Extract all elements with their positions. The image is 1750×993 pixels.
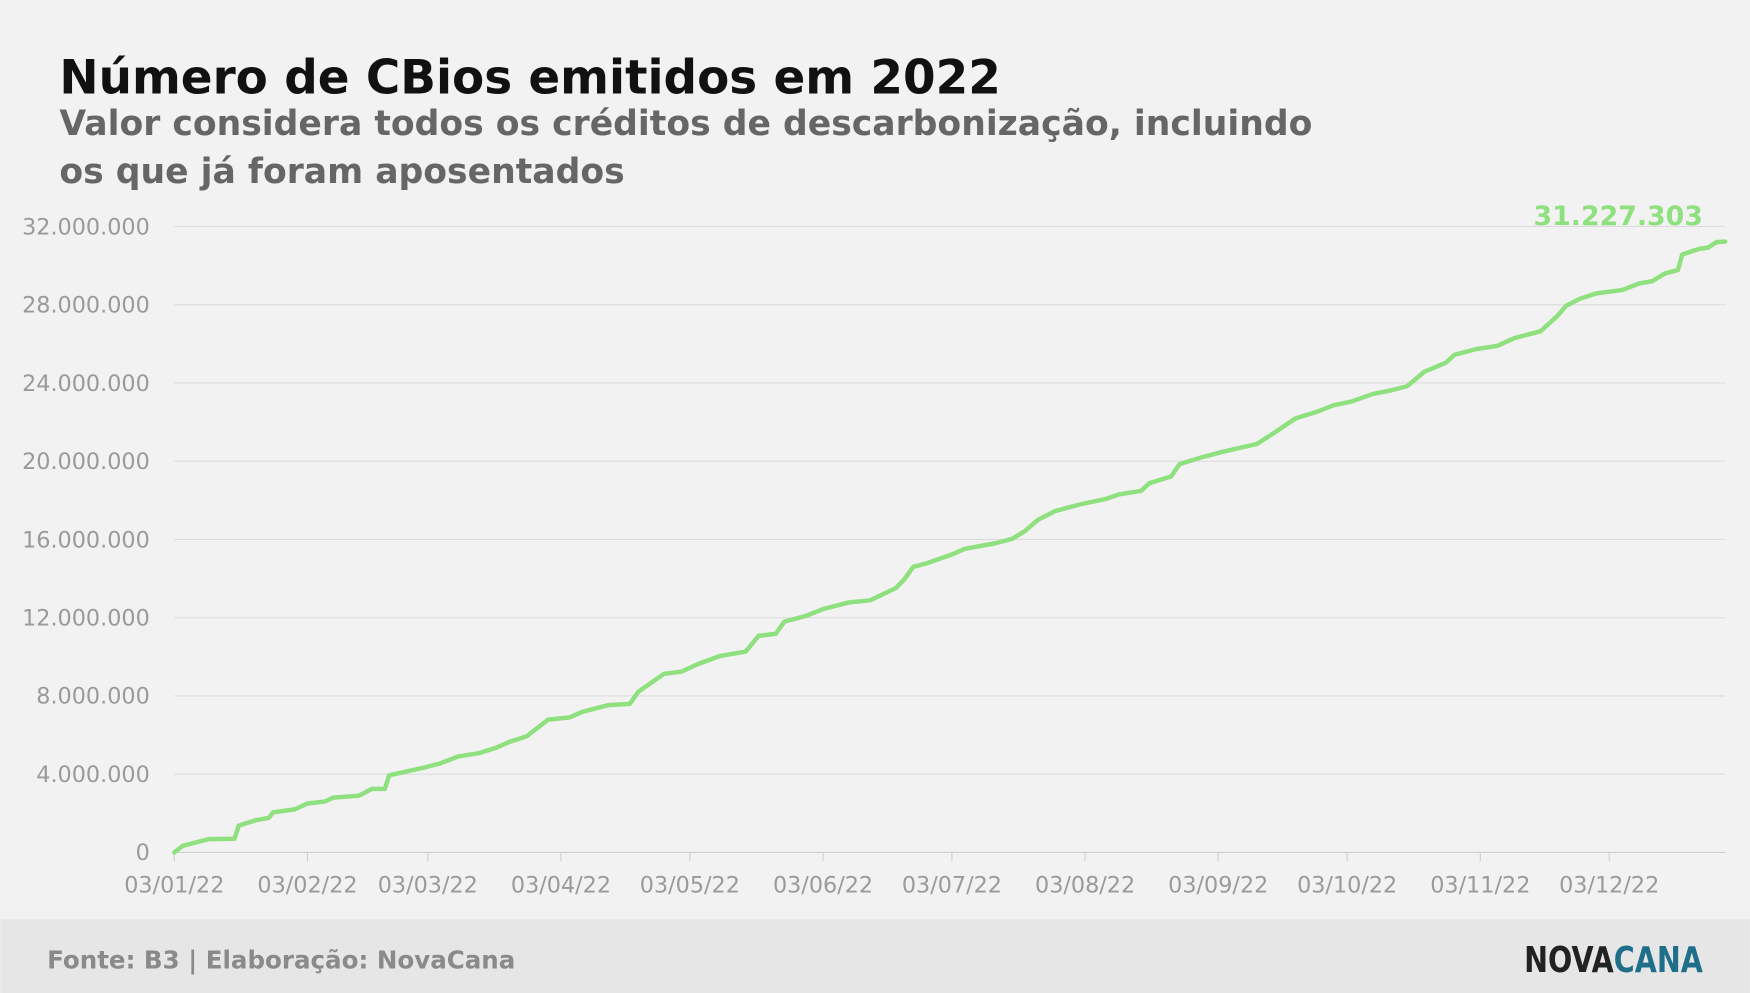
x-tick-label: 03/04/22 xyxy=(511,873,611,899)
x-tick-label: 03/12/22 xyxy=(1559,873,1659,899)
x-tick-label: 03/08/22 xyxy=(1035,873,1135,899)
subtitle-box: Valor considera todos os créditos de des… xyxy=(59,103,1313,192)
x-tick-label: 03/09/22 xyxy=(1168,873,1268,899)
x-tick-label: 03/11/22 xyxy=(1430,873,1530,899)
footer-band xyxy=(0,919,1750,993)
x-tick-label: 03/07/22 xyxy=(902,873,1002,899)
chart-subtitle: Valor considera todos os créditos de des… xyxy=(59,103,1313,192)
y-tick-label: 4.000.000 xyxy=(36,762,149,788)
x-tick-label: 03/01/22 xyxy=(124,873,224,899)
y-tick-label: 0 xyxy=(136,840,150,866)
y-tick-label: 20.000.000 xyxy=(22,449,150,475)
annotation: 31.227.303 xyxy=(1534,201,1703,232)
y-tick-label: 28.000.000 xyxy=(22,293,150,319)
logo-part: CANA xyxy=(1614,939,1703,981)
line-series xyxy=(172,239,1728,855)
y-tick-label: 16.000.000 xyxy=(22,527,150,553)
y-tick-label: 12.000.000 xyxy=(22,606,150,632)
chart-title: Número de CBios emitidos em 2022 xyxy=(59,52,1000,106)
y-tick-label: 8.000.000 xyxy=(36,684,149,710)
y-tick-label: 24.000.000 xyxy=(22,371,150,397)
x-tick-label: 03/06/22 xyxy=(773,873,873,899)
logo-part: NOVA xyxy=(1524,939,1614,981)
logo: NOVACANA xyxy=(1524,939,1703,981)
x-tick-label: 03/02/22 xyxy=(257,873,357,899)
x-tick-label: 03/03/22 xyxy=(378,873,478,899)
y-tick-label: 32.000.000 xyxy=(22,214,150,240)
source: Fonte: B3 | Elaboração: NovaCana xyxy=(47,945,515,974)
x-tick-label: 03/05/22 xyxy=(640,873,740,899)
x-tick-label: 03/10/22 xyxy=(1297,873,1397,899)
